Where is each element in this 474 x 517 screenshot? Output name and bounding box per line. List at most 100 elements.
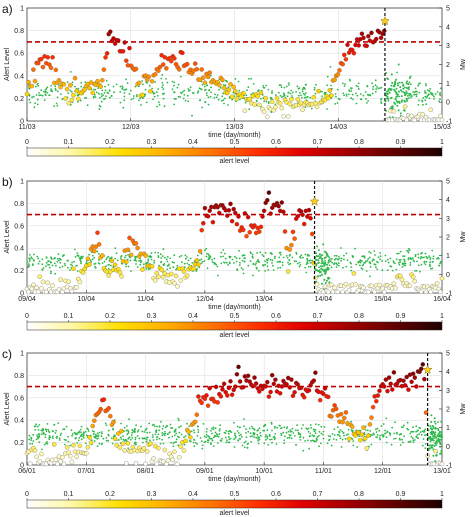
mw-point [308, 447, 311, 450]
mw-point [120, 438, 123, 440]
mw-point [71, 81, 74, 84]
mw-point [433, 445, 436, 447]
alert-point [268, 389, 273, 395]
mw-point [47, 260, 49, 263]
mw-point [50, 272, 52, 275]
alert-point [133, 66, 139, 72]
alert-point [114, 443, 119, 448]
mw-point [252, 83, 255, 85]
mw-point [173, 254, 176, 257]
mw-point [200, 440, 203, 442]
mw-point [214, 93, 217, 96]
alert-point [366, 33, 371, 39]
mw-point [415, 270, 418, 272]
mw-point [145, 440, 148, 443]
mw-point [340, 260, 342, 262]
alert-point [202, 205, 208, 211]
mw-point [311, 439, 314, 442]
mw-point [98, 259, 100, 261]
mw-point [177, 83, 180, 86]
mw-point [437, 433, 440, 436]
mw-point [344, 83, 346, 85]
mw-point [148, 422, 151, 425]
mw-point [50, 257, 53, 260]
mw-point [27, 265, 30, 268]
mw-point [369, 252, 372, 254]
mw-point [222, 255, 224, 258]
alert-point [43, 289, 49, 295]
alert-point [84, 450, 89, 456]
alert-point [191, 266, 196, 272]
mw-point [240, 267, 243, 269]
mw-point [379, 252, 381, 254]
alert-point [124, 58, 129, 63]
mw-point [241, 259, 244, 262]
y2-tick-label: 0 [446, 444, 450, 451]
mw-point [339, 429, 342, 431]
mw-point [265, 84, 267, 87]
mw-point [125, 429, 128, 432]
mw-point [54, 272, 57, 275]
mw-point [385, 436, 388, 438]
mw-point [427, 89, 429, 91]
mw-point [236, 430, 239, 432]
alert-point [284, 382, 289, 387]
mw-point [333, 254, 336, 257]
mw-point [44, 436, 47, 439]
mw-point [28, 438, 30, 441]
mw-point [425, 103, 428, 106]
alert-point [245, 373, 251, 379]
mw-point [107, 433, 110, 436]
alert-point [92, 248, 97, 254]
mw-point [303, 87, 306, 89]
mw-point [281, 261, 284, 264]
mw-point [331, 433, 334, 435]
mw-point [364, 91, 367, 93]
mw-point [135, 255, 138, 258]
mainshock-star [422, 364, 433, 374]
alert-point [160, 62, 166, 67]
mw-point [31, 264, 34, 267]
alert-point [76, 96, 81, 102]
alert-point [103, 55, 108, 60]
mw-point [291, 91, 294, 94]
mw-point [204, 440, 207, 443]
mw-point [126, 425, 128, 427]
alert-point [369, 30, 374, 36]
mw-point [379, 87, 381, 89]
alert-point [377, 388, 382, 394]
x-axis-label: time (day/month) [208, 476, 261, 483]
mw-point [108, 89, 111, 92]
mw-point [64, 264, 67, 267]
y-tick-label: 0.2 [14, 440, 24, 447]
mw-point [322, 430, 325, 433]
mw-point [428, 436, 431, 439]
mw-point [391, 426, 394, 429]
mw-point [237, 80, 240, 83]
alert-point [24, 91, 30, 97]
mw-point [330, 84, 332, 87]
mw-point [80, 262, 82, 265]
alert-point [418, 366, 424, 372]
alert-point [231, 206, 236, 212]
alert-point [88, 440, 94, 445]
mw-point [304, 253, 307, 256]
mw-point [325, 252, 328, 255]
mw-point [238, 434, 241, 437]
mw-point [231, 98, 234, 101]
alert-point [159, 53, 164, 58]
y-tick-label: 0.2 [14, 96, 24, 103]
alert-point [55, 461, 60, 467]
mw-point [48, 438, 51, 441]
mw-point [255, 262, 257, 264]
mw-point [207, 435, 209, 437]
mw-point [431, 444, 434, 447]
mw-point [45, 442, 47, 445]
mw-point [50, 270, 52, 273]
mw-point [98, 262, 101, 265]
mw-point [233, 446, 236, 448]
mw-point [245, 94, 248, 97]
mw-point [398, 90, 400, 93]
mw-point [101, 262, 104, 264]
mw-point [236, 268, 239, 271]
